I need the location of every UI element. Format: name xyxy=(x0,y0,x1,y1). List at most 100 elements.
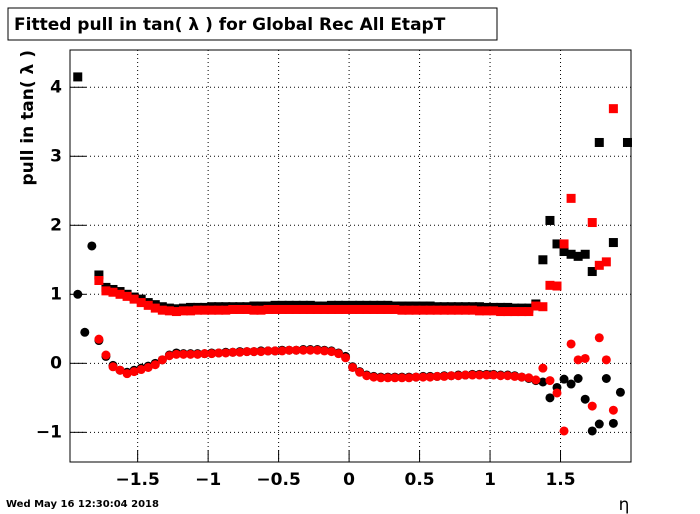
marker-square xyxy=(341,304,351,314)
marker-circle xyxy=(573,355,583,365)
marker-circle xyxy=(122,369,132,379)
marker-circle xyxy=(482,370,492,380)
marker-circle xyxy=(312,345,322,355)
marker-square xyxy=(186,306,196,316)
marker-circle xyxy=(390,373,400,383)
marker-circle xyxy=(150,360,160,370)
marker-circle xyxy=(362,371,372,381)
x-tick-label: 0 xyxy=(343,470,355,490)
marker-square xyxy=(291,304,301,314)
marker-square xyxy=(404,305,414,315)
marker-square xyxy=(601,257,611,267)
marker-square xyxy=(263,304,273,314)
marker-circle xyxy=(404,373,414,383)
marker-circle xyxy=(587,401,597,411)
marker-square xyxy=(587,267,597,277)
marker-circle xyxy=(298,345,308,355)
y-axis-label: pull in tan( λ ) xyxy=(18,50,38,186)
marker-square xyxy=(397,305,407,315)
marker-square xyxy=(319,304,329,314)
marker-square xyxy=(122,291,132,301)
marker-circle xyxy=(446,371,456,381)
marker-square xyxy=(383,304,393,314)
marker-circle xyxy=(524,373,534,383)
marker-square xyxy=(531,301,541,311)
marker-circle xyxy=(545,376,555,386)
marker-circle xyxy=(277,346,287,356)
marker-square xyxy=(376,304,386,314)
marker-circle xyxy=(143,362,153,372)
marker-square xyxy=(594,260,604,270)
marker-square xyxy=(580,249,590,259)
marker-square xyxy=(432,305,442,315)
marker-square xyxy=(411,305,421,315)
marker-square xyxy=(214,305,224,315)
marker-square xyxy=(362,304,372,314)
marker-circle xyxy=(510,371,520,381)
marker-circle xyxy=(221,348,231,358)
chart-title: Fitted pull in tan( λ ) for Global Rec A… xyxy=(14,15,446,35)
marker-square xyxy=(566,193,576,203)
marker-circle xyxy=(559,426,569,436)
marker-circle xyxy=(566,339,576,349)
marker-square xyxy=(446,305,456,315)
marker-square xyxy=(334,304,344,314)
marker-square xyxy=(101,286,111,296)
marker-square xyxy=(622,137,632,147)
marker-square xyxy=(510,307,520,317)
marker-circle xyxy=(376,373,386,383)
marker-circle xyxy=(601,355,611,365)
marker-square xyxy=(559,247,569,257)
marker-square xyxy=(552,281,562,291)
marker-circle xyxy=(80,327,90,337)
marker-square xyxy=(207,305,217,315)
marker-circle xyxy=(594,333,604,343)
marker-square xyxy=(503,307,513,317)
marker-square xyxy=(453,305,463,315)
marker-circle xyxy=(474,370,484,380)
x-tick-label: −1 xyxy=(195,470,221,490)
marker-square xyxy=(552,239,562,249)
marker-square xyxy=(164,306,174,316)
marker-square xyxy=(348,304,358,314)
marker-square xyxy=(242,304,252,314)
marker-circle xyxy=(164,351,174,361)
marker-circle xyxy=(503,371,513,381)
marker-circle xyxy=(383,373,393,383)
marker-square xyxy=(467,305,477,315)
marker-circle xyxy=(601,373,611,383)
marker-square xyxy=(559,239,569,249)
marker-square xyxy=(256,305,266,315)
y-tick-label: 1 xyxy=(50,284,62,304)
marker-square xyxy=(94,275,104,285)
marker-square xyxy=(326,304,336,314)
marker-circle xyxy=(334,349,344,359)
marker-circle xyxy=(326,347,336,357)
marker-circle xyxy=(108,362,118,372)
y-tick-label: 0 xyxy=(50,353,62,373)
marker-circle xyxy=(496,371,506,381)
x-tick-label: −1.5 xyxy=(115,470,159,490)
marker-square xyxy=(228,304,238,314)
marker-square xyxy=(129,294,139,304)
marker-circle xyxy=(587,426,597,436)
x-tick-label: −0.5 xyxy=(256,470,300,490)
marker-circle xyxy=(249,347,259,357)
marker-square xyxy=(524,307,534,317)
marker-circle xyxy=(467,370,477,380)
marker-circle xyxy=(341,353,351,363)
marker-circle xyxy=(538,363,548,373)
marker-square xyxy=(235,304,245,314)
marker-circle xyxy=(545,393,555,403)
y-tick-label: 4 xyxy=(50,77,62,97)
marker-circle xyxy=(453,371,463,381)
marker-circle xyxy=(235,347,245,357)
marker-square xyxy=(178,306,188,316)
title-box xyxy=(7,7,498,41)
marker-square xyxy=(489,306,499,316)
marker-square xyxy=(171,307,181,317)
marker-circle xyxy=(214,348,224,358)
marker-square xyxy=(545,280,555,290)
marker-square xyxy=(136,298,146,308)
marker-circle xyxy=(178,349,188,359)
